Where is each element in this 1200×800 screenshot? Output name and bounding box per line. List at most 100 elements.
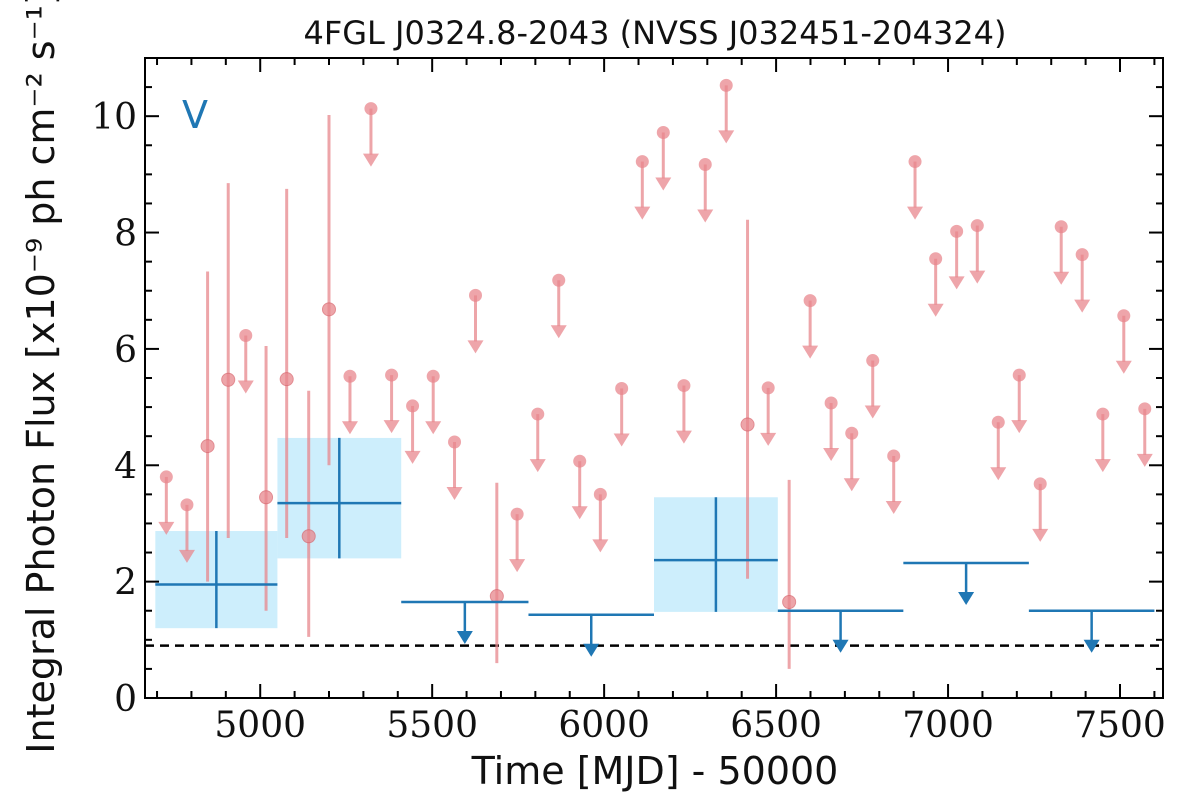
upper-limit-arrowhead [467,340,484,354]
y-tick-label: 8 [114,214,137,255]
y-tick-label: 4 [114,446,137,487]
upper-limit-arrowhead [1094,459,1111,473]
band-label: V [182,93,208,137]
upper-limit-arrowhead [990,467,1007,481]
upper-limit-arrowhead [864,405,881,419]
upper-limit-arrowhead [1115,360,1132,374]
upper-limit-point [1033,477,1047,491]
x-tick-label: 6000 [558,705,650,746]
x-axis-label: Time [MJD] - 50000 [471,749,839,793]
upper-limit-point [656,125,670,139]
detection-point [740,417,755,432]
y-tick-label: 10 [91,97,137,138]
upper-limit-point [510,507,524,521]
bin-upper-limit-arrowhead [456,631,473,644]
upper-limit-point [180,498,194,512]
detection-point [301,529,316,544]
upper-limit-arrowhead [237,380,254,394]
upper-limit-arrowhead [1032,528,1049,542]
upper-limit-point [531,407,545,421]
upper-limit-point [1054,220,1068,234]
upper-limit-arrowhead [760,432,777,446]
upper-limit-point [1075,248,1089,262]
upper-limit-point [698,157,712,171]
bin-upper-limit-arrowhead [832,639,849,653]
upper-limit-arrowhead [341,421,358,435]
upper-limit-arrowhead [802,345,819,359]
upper-limit-arrowhead [550,325,567,339]
x-tick-label: 5000 [214,705,306,746]
upper-limit-arrowhead [404,450,421,464]
upper-limit-arrowhead [571,506,588,520]
upper-limit-point [469,288,483,302]
upper-limit-arrowhead [425,421,442,435]
upper-limit-point [573,454,587,468]
y-tick-label: 0 [114,679,137,720]
plot-area: 5000 5500 6000 6500 7000 7500 0 2 4 6 8 10 [91,57,1166,746]
upper-limit-arrowhead [885,500,902,514]
upper-limit-arrowhead [697,209,714,223]
upper-limit-arrowhead [529,459,546,473]
upper-limit-point [1117,309,1131,323]
upper-limit-arrowhead [907,206,924,220]
upper-limit-point [385,368,399,382]
x-tick-label: 6500 [730,705,822,746]
upper-limit-point [343,369,357,383]
upper-limit-arrowhead [718,130,735,144]
upper-limit-arrowhead [948,276,965,290]
upper-limit-arrowhead [446,487,463,500]
y-axis-label: Integral Photon Flux [x10⁻⁹ ph cm⁻² s⁻¹] [19,0,63,754]
upper-limit-point [719,78,733,92]
upper-limit-point [1012,368,1026,382]
y-tick-label: 2 [114,563,137,604]
bin-upper-limit-arrowhead [958,592,975,606]
upper-limit-point [803,294,817,308]
upper-limit-arrowhead [178,549,195,563]
upper-limit-point [845,426,859,440]
upper-limit-point [824,396,838,410]
upper-limit-arrowhead [1074,299,1091,313]
upper-limit-arrowhead [1053,271,1070,285]
upper-limit-point [159,470,173,484]
upper-limit-point [364,102,378,116]
upper-limit-point [887,449,901,463]
upper-limit-point [406,399,420,413]
upper-limit-arrowhead [823,448,840,462]
upper-limit-arrowhead [613,433,630,447]
upper-limit-point [761,381,775,395]
upper-limit-arrowhead [383,420,400,434]
upper-limit-arrowhead [969,270,986,284]
detection-point [489,589,504,604]
upper-limit-arrowhead [509,559,526,573]
detection-point [221,372,236,387]
x-tick-label: 7500 [1074,705,1166,746]
y-tick-label: 6 [114,330,137,371]
upper-limit-point [635,155,649,169]
upper-limit-point [908,155,922,169]
upper-limit-arrowhead [592,539,609,553]
chart-title: 4FGL J0324.8-2043 (NVSS J032451-204324) [303,14,1006,52]
detection-point [782,595,797,609]
upper-limit-arrowhead [158,521,175,535]
upper-limit-point [239,329,253,343]
upper-limit-point [552,273,566,287]
detection-point [259,490,274,505]
upper-limit-point [1138,402,1152,416]
upper-limit-arrowhead [1136,453,1153,467]
upper-limit-arrowhead [843,478,860,492]
upper-limit-point [950,224,964,238]
upper-limit-arrowhead [655,177,672,191]
upper-limit-arrowhead [1011,420,1028,434]
upper-limit-arrowhead [675,430,692,444]
detection-point [321,302,336,317]
upper-limit-arrowhead [362,153,379,167]
upper-limit-point [677,379,691,393]
bin-upper-limit-arrowhead [583,643,600,657]
upper-limit-point [426,369,440,383]
bin-upper-limit-arrowhead [1083,639,1100,653]
x-tick-label: 7000 [902,705,994,746]
upper-limit-point [991,415,1005,429]
x-tick-label: 5500 [386,705,478,746]
upper-limit-point [448,435,462,449]
